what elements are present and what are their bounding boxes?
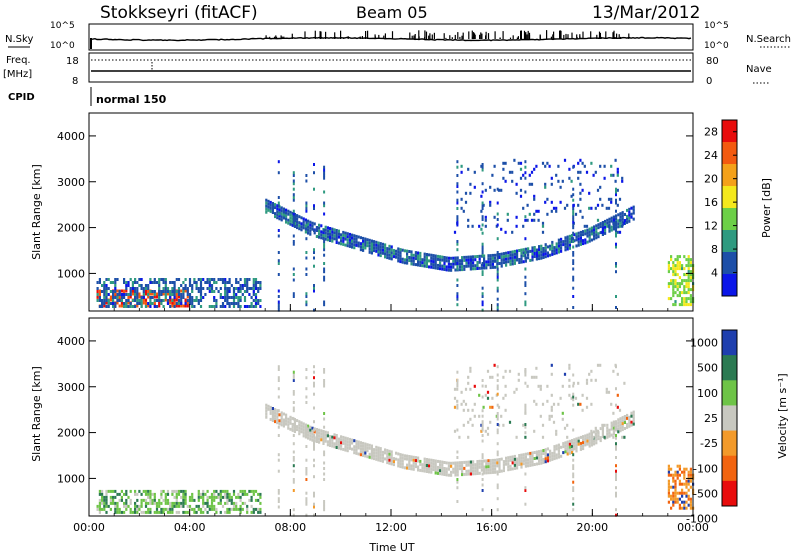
- colorbar-segment: [722, 274, 737, 297]
- colorbar-tick-label: 28: [704, 126, 718, 139]
- colorbar-segment: [722, 186, 737, 209]
- colorbar-segment: [722, 355, 737, 381]
- nsearch-tick-top: 10^5: [704, 21, 729, 31]
- cpid-value: normal 150: [96, 93, 167, 106]
- nsearch-tick-bottom: 10^0: [704, 41, 729, 51]
- freq-tick-bottom: 8: [72, 76, 78, 87]
- y-tick-label: 1000: [57, 267, 85, 280]
- colorbar-tick-label: -500: [693, 487, 718, 500]
- colorbar-tick-label: -1000: [686, 513, 718, 526]
- colorbar-tick-label: 500: [697, 362, 718, 375]
- y-tick-label: 2000: [57, 222, 85, 235]
- colorbar-tick-label: 4: [711, 267, 718, 280]
- freq-tick-top: 18: [66, 56, 79, 67]
- power-colorbar: 4 8 12 16 20 24 28: [704, 119, 738, 297]
- nave-tick-top: 80: [706, 56, 719, 67]
- velocity-ylabel: Slant Range [km]: [30, 366, 43, 462]
- power-y-axis: 1000 2000 3000 4000: [57, 130, 693, 280]
- nsky-tick-bottom: 10^0: [50, 41, 75, 51]
- x-tick-label: 16:00: [476, 521, 508, 534]
- colorbar-segment: [722, 120, 737, 143]
- power-colorbar-label: Power [dB]: [760, 178, 773, 238]
- beam-title: Beam 05: [356, 3, 428, 22]
- colorbar-segment: [722, 230, 737, 253]
- y-tick-label: 4000: [57, 130, 85, 143]
- colorbar-tick-label: 12: [704, 220, 718, 233]
- freq-label: Freq.: [6, 55, 31, 66]
- cpid-label: CPID: [8, 92, 35, 103]
- colorbar-tick-label: 20: [704, 173, 718, 186]
- colorbar-tick-label: 25: [704, 412, 718, 425]
- colorbar-tick-label: 1000: [690, 337, 718, 350]
- colorbar-segment: [722, 455, 737, 482]
- nsky-tick-top: 10^5: [50, 21, 75, 31]
- station-title: Stokkseyri (fitACF): [100, 3, 258, 23]
- x-axis-title: Time UT: [368, 541, 414, 554]
- colorbar-segment: [722, 430, 737, 457]
- y-tick-label: 4000: [57, 335, 85, 348]
- x-tick-label: 04:00: [174, 521, 206, 534]
- colorbar-tick-label: 8: [711, 243, 718, 256]
- velocity-y-axis: 1000 2000 3000 4000: [57, 335, 693, 485]
- y-tick-label: 3000: [57, 176, 85, 189]
- nave-tick-bottom: 0: [706, 76, 712, 87]
- nsky-label: N.Sky: [5, 34, 33, 45]
- nsearch-label: N.Search: [746, 34, 791, 45]
- freq-unit: [MHz]: [3, 69, 32, 80]
- nsky-bars: [90, 30, 630, 49]
- colorbar-segment: [722, 208, 737, 231]
- y-tick-label: 2000: [57, 427, 85, 440]
- colorbar-segment: [722, 405, 737, 432]
- colorbar-segment: [722, 164, 737, 187]
- velocity-panel: 1000 2000 3000 4000 00:00 04:00 08:00 12:00 16:…: [30, 317, 789, 534]
- velocity-colorbar-label: Velocity [m s⁻¹]: [776, 373, 789, 458]
- colorbar-segment: [722, 142, 737, 165]
- colorbar-tick-label: 24: [704, 149, 718, 162]
- x-tick-label: 12:00: [375, 521, 407, 534]
- y-tick-label: 1000: [57, 472, 85, 485]
- x-tick-label: 20:00: [576, 521, 608, 534]
- power-ylabel: Slant Range [km]: [30, 164, 43, 260]
- x-tick-label: 00:00: [73, 521, 105, 534]
- colorbar-tick-label: 100: [697, 387, 718, 400]
- colorbar-tick-label: 16: [704, 196, 718, 209]
- colorbar-segment: [722, 380, 737, 406]
- power-panel: 1000 2000 3000 4000 Slant Range [km] 4 8 12 16…: [30, 112, 773, 312]
- x-tick-label: 08:00: [274, 521, 306, 534]
- colorbar-segment: [722, 252, 737, 275]
- x-tick-label: 00:00: [677, 521, 709, 534]
- nave-label: Nave: [746, 64, 772, 75]
- velocity-colorbar: 1000 500 100 25 -25 -100 -500 -1000: [686, 329, 738, 526]
- nsky-panel: 10^5 10^0 10^5 10^0 N.Sky N.Search: [5, 21, 791, 51]
- power-data: [96, 158, 695, 312]
- colorbar-segment: [722, 480, 737, 507]
- freq-panel: 18 8 80 0 Freq. [MHz] Nave: [3, 52, 772, 87]
- y-tick-label: 3000: [57, 381, 85, 394]
- colorbar-tick-label: -25: [700, 437, 718, 450]
- velocity-x-axis: 00:00 04:00 08:00 12:00 16:00 20:00 00:00: [73, 509, 709, 534]
- colorbar-segment: [722, 330, 737, 356]
- velocity-data: [96, 363, 695, 517]
- date-title: 13/Mar/2012: [592, 3, 700, 23]
- colorbar-tick-label: -100: [693, 462, 718, 475]
- power-x-axis: [88, 304, 694, 311]
